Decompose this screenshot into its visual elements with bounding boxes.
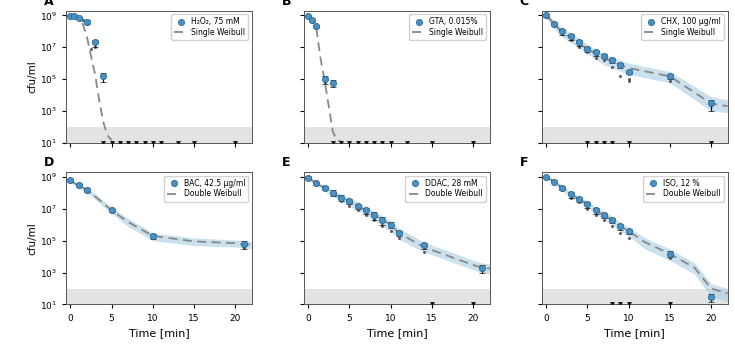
- X-axis label: Time [min]: Time [min]: [604, 328, 665, 338]
- X-axis label: Time [min]: Time [min]: [367, 328, 427, 338]
- Bar: [304, 127, 490, 143]
- Text: B: B: [282, 0, 291, 8]
- Text: A: A: [44, 0, 54, 8]
- Text: F: F: [520, 156, 528, 169]
- Legend: CHX, 100 µg/ml, Single Weibull: CHX, 100 µg/ml, Single Weibull: [641, 14, 724, 40]
- Legend: DDAC, 28 mM, Double Weibull: DDAC, 28 mM, Double Weibull: [406, 176, 486, 202]
- Text: D: D: [44, 156, 54, 169]
- Y-axis label: cfu/ml: cfu/ml: [27, 222, 37, 255]
- Bar: [66, 127, 252, 143]
- Legend: BAC, 42.5 µg/ml, Double Weibull: BAC, 42.5 µg/ml, Double Weibull: [164, 176, 248, 202]
- X-axis label: Time [min]: Time [min]: [129, 328, 190, 338]
- Text: C: C: [520, 0, 528, 8]
- Bar: [542, 288, 728, 304]
- Bar: [66, 288, 252, 304]
- Legend: ISO, 12 %, Double Weibull: ISO, 12 %, Double Weibull: [643, 176, 724, 202]
- Legend: GTA, 0.015%, Single Weibull: GTA, 0.015%, Single Weibull: [409, 14, 486, 40]
- Bar: [542, 127, 728, 143]
- Legend: H₂O₂, 75 mM, Single Weibull: H₂O₂, 75 mM, Single Weibull: [171, 14, 248, 40]
- Bar: [304, 288, 490, 304]
- Text: E: E: [282, 156, 290, 169]
- Y-axis label: cfu/ml: cfu/ml: [27, 60, 37, 93]
